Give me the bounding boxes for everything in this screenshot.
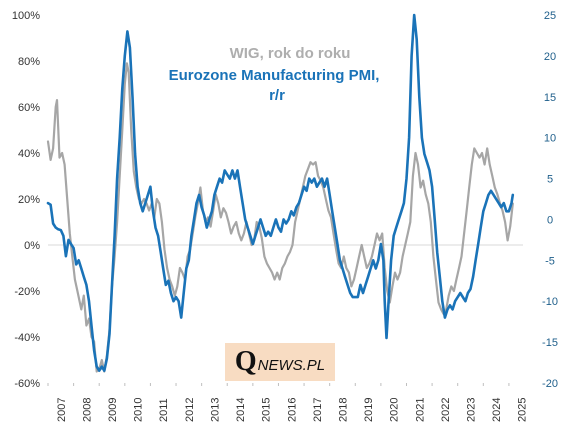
right-tick-label: 20 (544, 51, 556, 63)
right-tick-label: 5 (547, 174, 553, 186)
series-line-wig (46, 62, 514, 373)
left-tick-label: 0% (24, 240, 40, 252)
x-tick-label: 2024 (491, 398, 503, 422)
left-tick-label: -20% (14, 286, 40, 298)
title-line-1: WIG, rok do roku (230, 45, 351, 62)
title-line-3: r/r (269, 87, 285, 104)
right-axis-ticks: 25 20 15 10 5 0 -5 -10 -15 -20 (542, 10, 558, 390)
right-tick-label: -20 (542, 378, 558, 390)
x-tick-label: 2022 (440, 398, 452, 422)
x-tick-label: 2025 (517, 398, 529, 422)
chart-title: WIG, rok do roku Eurozone Manufacturing … (169, 45, 380, 104)
x-tick-label: 2013 (209, 398, 221, 422)
right-tick-label: 0 (547, 214, 553, 226)
title-line-2: Eurozone Manufacturing PMI, (169, 67, 380, 84)
x-tick-label: 2012 (184, 398, 196, 422)
right-tick-label: 10 (544, 133, 556, 145)
x-tick-label: 2018 (337, 398, 349, 422)
right-tick-label: 15 (544, 92, 556, 104)
right-tick-label: -15 (542, 337, 558, 349)
left-tick-label: 100% (12, 10, 40, 22)
left-tick-label: 20% (18, 194, 40, 206)
x-tick-label: 2016 (286, 398, 298, 422)
left-axis-ticks: 100% 80% 60% 40% 20% 0% -20% -40% -60% (12, 10, 40, 390)
left-tick-label: 60% (18, 102, 40, 114)
left-tick-label: -40% (14, 332, 40, 344)
right-tick-label: 25 (544, 10, 556, 22)
x-tick-label: 2021 (414, 398, 426, 422)
logo-q: Q (234, 346, 257, 377)
left-tick-label: 80% (18, 56, 40, 68)
qnews-logo: Q NEWS.PL (225, 343, 335, 381)
right-tick-label: -5 (545, 255, 555, 267)
x-tick-label: 2008 (81, 398, 93, 422)
x-tick-label: 2020 (389, 398, 401, 422)
x-tick-label: 2023 (466, 398, 478, 422)
logo-text: NEWS.PL (257, 356, 326, 374)
x-tick-label: 2010 (133, 398, 145, 422)
x-tick-label: 2017 (312, 398, 324, 422)
right-tick-label: -10 (542, 296, 558, 308)
x-tick-label: 2015 (261, 398, 273, 422)
x-tick-label: 2019 (363, 398, 375, 422)
x-tick-label: 2007 (56, 398, 68, 422)
x-tick-label: 2011 (158, 398, 170, 422)
series-line-pmi (46, 13, 515, 373)
left-tick-label: 40% (18, 148, 40, 160)
x-axis-ticks: 2007 2008 2009 2010 2011 2012 2013 2014 2015 2016… (47, 383, 529, 422)
x-tick-label: 2009 (107, 398, 119, 422)
left-tick-label: -60% (14, 378, 40, 390)
x-tick-label: 2014 (235, 398, 247, 422)
series (46, 13, 515, 373)
